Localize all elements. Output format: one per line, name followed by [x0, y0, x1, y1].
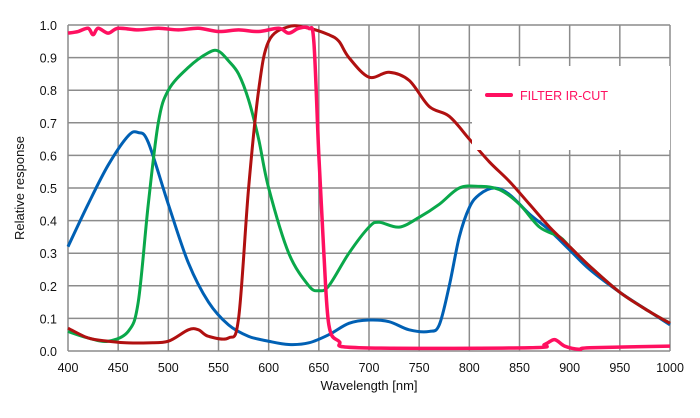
- y-tick-label: 0.9: [40, 52, 57, 66]
- series-lines: [66, 24, 671, 352]
- x-tick-label: 450: [108, 361, 129, 375]
- x-tick-label: 500: [158, 361, 179, 375]
- x-tick-label: 750: [409, 361, 430, 375]
- y-tick-label: 0.2: [40, 280, 57, 294]
- series-line-red: [67, 24, 671, 345]
- y-tick-label: 0.4: [40, 215, 57, 229]
- x-tick-label: 400: [58, 361, 79, 375]
- legend-label: FILTER IR-CUT: [520, 89, 608, 103]
- y-tick-label: 1.0: [40, 19, 57, 33]
- y-tick-label: 0.6: [40, 149, 57, 163]
- series-line-green: [67, 48, 671, 343]
- y-tick-label: 0.0: [40, 345, 57, 359]
- x-tick-label: 950: [609, 361, 630, 375]
- x-tick-labels: 400 450 500 550 600 650 700 750 800 850 900 950 1000: [58, 361, 684, 375]
- x-tick-label: 900: [559, 361, 580, 375]
- x-tick-label: 700: [359, 361, 380, 375]
- x-tick-label: 800: [459, 361, 480, 375]
- y-tick-label: 0.5: [40, 182, 57, 196]
- series-line-blue: [66, 130, 671, 347]
- x-tick-label: 850: [509, 361, 530, 375]
- legend-box: [472, 66, 670, 150]
- x-tick-label: 650: [308, 361, 329, 375]
- x-axis-label: Wavelength [nm]: [320, 378, 417, 393]
- y-tick-labels: 0.0 0.1 0.2 0.3 0.4 0.5 0.6 0.7 0.8 0.9 1.0: [40, 19, 57, 359]
- y-tick-label: 0.7: [40, 117, 57, 131]
- y-axis-label: Relative response: [12, 136, 27, 240]
- y-tick-label: 0.1: [40, 312, 57, 326]
- y-tick-label: 0.3: [40, 247, 57, 261]
- x-tick-label: 550: [208, 361, 229, 375]
- x-tick-label: 1000: [656, 361, 684, 375]
- y-tick-label: 0.8: [40, 84, 57, 98]
- series-line-filter-ir-cut: [67, 25, 671, 352]
- x-tick-label: 600: [258, 361, 279, 375]
